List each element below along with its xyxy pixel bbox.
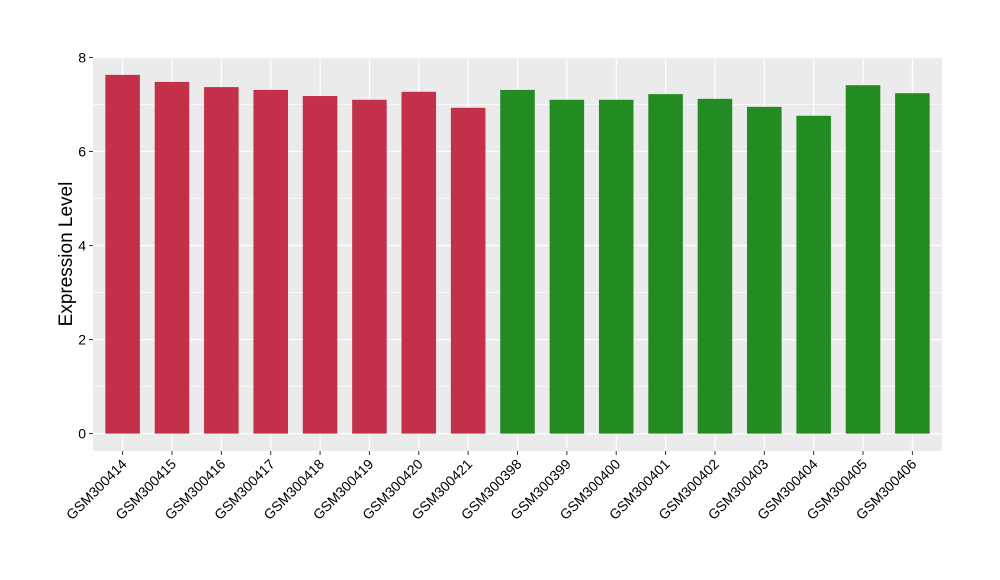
bar-GSM300421 — [450, 107, 486, 434]
bar-GSM300398 — [500, 89, 535, 434]
bar-GSM300402 — [697, 98, 733, 434]
bar-GSM300417 — [253, 89, 288, 434]
bar-GSM300419 — [352, 99, 387, 434]
bar-GSM300418 — [302, 96, 338, 434]
bar-GSM300401 — [648, 94, 683, 434]
y-axis: 0 2 4 6 8 — [78, 49, 93, 442]
y-tick-label: 0 — [78, 426, 86, 442]
y-tick-label: 2 — [78, 332, 86, 348]
bar-GSM300416 — [204, 87, 239, 434]
bar-GSM300405 — [845, 85, 881, 434]
bar-GSM300400 — [598, 99, 634, 434]
bar-GSM300404 — [796, 115, 831, 434]
y-axis-title: Expression Level — [56, 182, 77, 327]
y-tick-label: 8 — [78, 49, 86, 65]
bar-GSM300406 — [895, 93, 930, 434]
x-axis: GSM300414GSM300415GSM300416GSM300417GSM3… — [63, 451, 920, 523]
y-tick-label: 4 — [78, 238, 86, 254]
bar-GSM300403 — [747, 106, 782, 434]
bar-GSM300399 — [549, 99, 585, 434]
bar-GSM300420 — [401, 91, 437, 434]
bars — [105, 74, 930, 434]
bar-GSM300415 — [154, 81, 190, 434]
bar-GSM300414 — [105, 74, 140, 434]
y-tick-label: 6 — [78, 144, 86, 160]
